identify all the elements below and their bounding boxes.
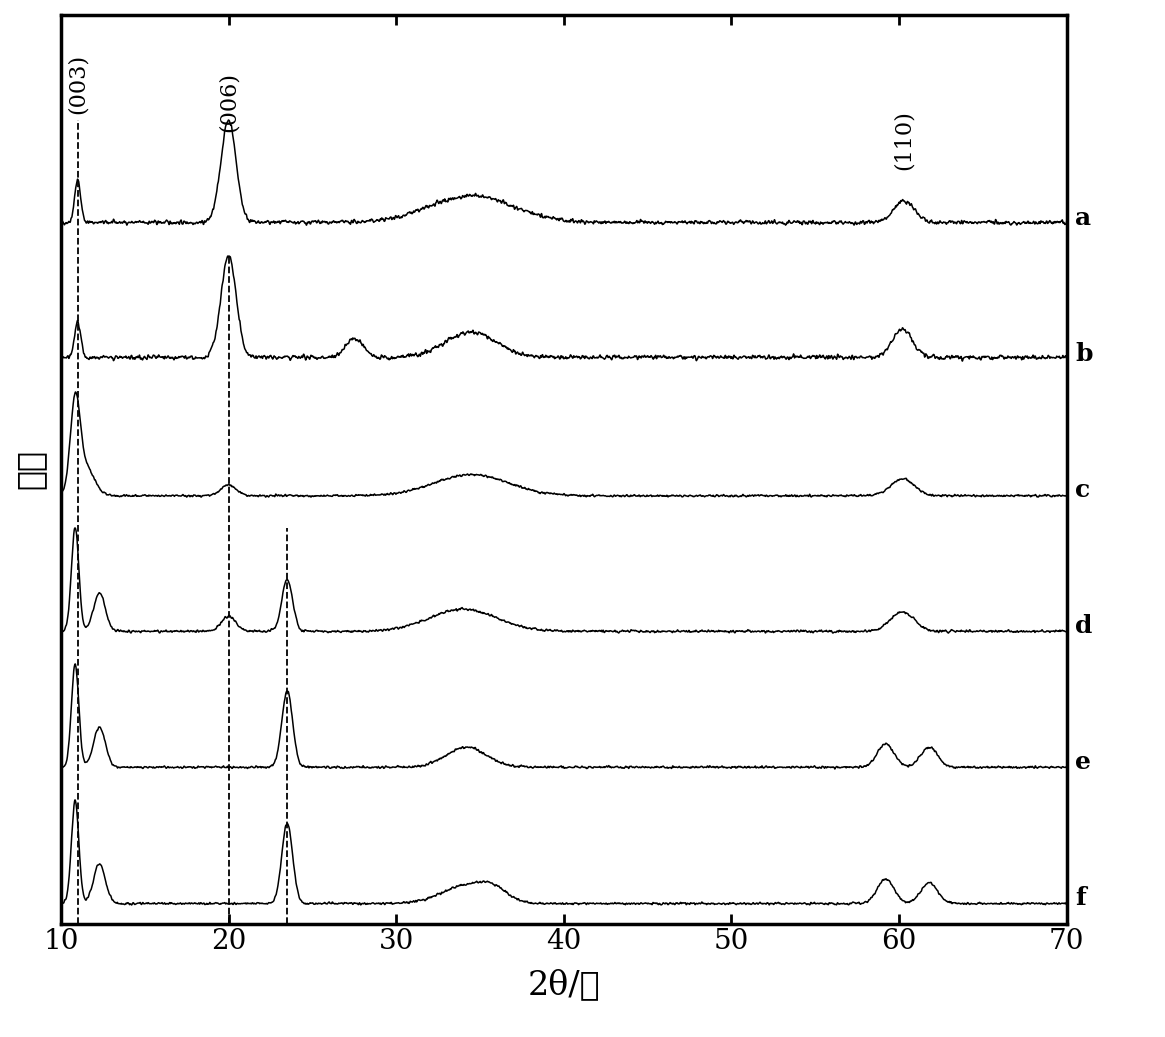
- Text: (110): (110): [894, 110, 916, 169]
- X-axis label: 2θ/度: 2θ/度: [528, 970, 600, 1002]
- Text: c: c: [1075, 478, 1090, 502]
- Text: (006): (006): [218, 73, 240, 133]
- Text: d: d: [1075, 614, 1093, 638]
- Text: a: a: [1075, 205, 1092, 230]
- Text: (003): (003): [66, 54, 89, 114]
- Y-axis label: 强度: 强度: [15, 449, 47, 489]
- Text: f: f: [1075, 886, 1086, 909]
- Text: b: b: [1075, 341, 1093, 366]
- Text: e: e: [1075, 750, 1092, 774]
